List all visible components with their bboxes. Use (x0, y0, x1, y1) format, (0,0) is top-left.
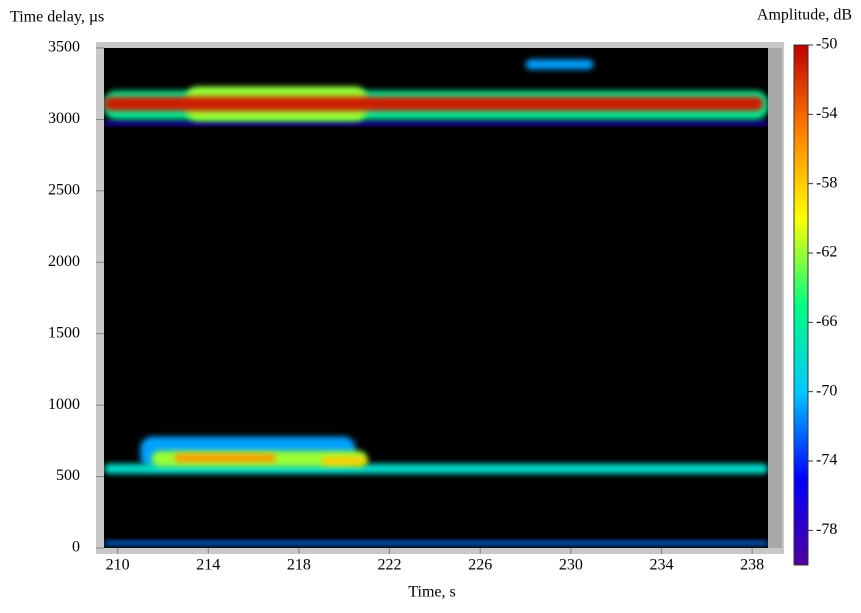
x-tick-label: 222 (378, 557, 402, 574)
heat-region (525, 59, 594, 70)
x-tick-label: 230 (559, 557, 583, 574)
x-tick-label: 214 (196, 557, 220, 574)
y-tick-label: 500 (56, 467, 80, 484)
y-tick-label: 1000 (48, 396, 80, 413)
scroll-strip (768, 48, 782, 548)
colorbar-tick-label: -62 (816, 244, 837, 261)
colorbar-tick-label: -74 (816, 452, 837, 469)
colorbar-tick-label: -50 (816, 36, 837, 53)
colorbar-label: Amplitude, dB (757, 7, 852, 24)
heat-region (104, 96, 764, 111)
heat-region (174, 453, 277, 463)
colorbar-tick-label: -54 (816, 105, 837, 122)
heat-region (104, 540, 768, 546)
plot-area (104, 48, 768, 548)
y-tick-label: 0 (72, 539, 80, 556)
y-tick-label: 3000 (48, 110, 80, 127)
x-tick-label: 210 (106, 557, 130, 574)
x-axis-label: Time, s (408, 584, 455, 601)
colorbar-tick-label: -66 (816, 313, 837, 330)
colorbar-tick-label: -78 (816, 521, 837, 538)
y-axis-label: Time delay, µs (10, 9, 104, 26)
x-tick-label: 238 (740, 557, 764, 574)
x-tick-label: 234 (649, 557, 673, 574)
y-tick-label: 2000 (48, 253, 80, 270)
y-tick-label: 1500 (48, 324, 80, 341)
heat-region (104, 120, 768, 126)
x-tick-label: 218 (287, 557, 311, 574)
heat-region (321, 456, 367, 466)
y-tick-label: 2500 (48, 182, 80, 199)
x-tick-label: 226 (468, 557, 492, 574)
colorbar-tick-label: -58 (816, 174, 837, 191)
colorbar-tick-label: -70 (816, 382, 837, 399)
colorbar (793, 44, 809, 566)
y-tick-label: 3500 (48, 39, 80, 56)
